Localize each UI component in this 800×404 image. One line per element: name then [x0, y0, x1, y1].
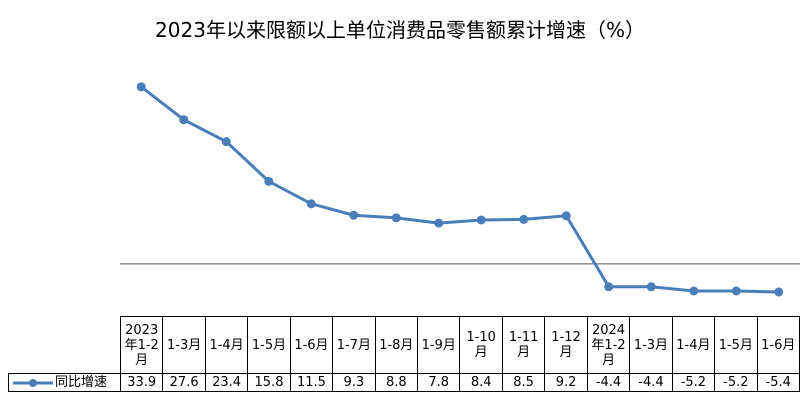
x-tick-label: 1-8月: [374, 316, 419, 374]
legend-marker: [29, 378, 37, 387]
x-tick-label: 1-3月: [629, 316, 673, 374]
x-tick-label: 2023年1-2月: [119, 316, 164, 374]
data-row: 同比增速 33.9 27.6 23.4 15.8 11.5 9.3 8.8 7.8 8.4 8.5 9…: [8, 373, 800, 392]
data-point: [561, 211, 571, 221]
data-label: -4.4: [629, 373, 673, 392]
data-point: [774, 287, 784, 297]
x-tick-label: 1-5月: [247, 316, 291, 374]
data-point: [476, 215, 486, 225]
data-point: [136, 82, 146, 92]
data-point: [349, 210, 359, 220]
data-point: [264, 176, 274, 186]
data-label: 8.5: [501, 373, 546, 392]
data-point: [604, 282, 614, 292]
data-point: [434, 218, 444, 228]
legend-label: 同比增速: [55, 375, 108, 390]
data-label: -5.4: [756, 373, 800, 392]
data-label: 9.2: [544, 373, 588, 392]
data-label: 8.8: [374, 373, 419, 392]
chart-title: 2023年以来限额以上单位消费品零售额累计增速（%）: [155, 18, 645, 42]
x-tick-label: 1-4月: [671, 316, 716, 374]
header-row: 2023年1-2月 1-3月 1-4月 1-5月 1-6月 1-7月 1-8月 1-9月 1-1…: [8, 316, 800, 374]
data-label: -4.4: [586, 373, 631, 392]
data-label: 11.5: [289, 373, 334, 392]
x-tick-label: 1-12月: [544, 316, 588, 374]
data-label: 9.3: [332, 373, 376, 392]
data-label: 27.6: [162, 373, 206, 392]
x-tick-label: 1-4月: [204, 316, 249, 374]
x-tick-label: 1-10月: [459, 316, 503, 374]
data-label: 23.4: [204, 373, 249, 392]
data-point: [689, 286, 699, 296]
x-tick-label: 1-9月: [417, 316, 461, 374]
x-tick-label: 1-5月: [714, 316, 758, 374]
data-label: 7.8: [417, 373, 461, 392]
x-tick-label: 1-3月: [162, 316, 206, 374]
x-tick-label: 1-6月: [756, 316, 800, 374]
data-label: -5.2: [671, 373, 716, 392]
x-tick-label: 1-6月: [289, 316, 334, 374]
data-label: 8.4: [459, 373, 503, 392]
data-point: [646, 282, 656, 292]
data-point: [731, 286, 741, 296]
data-label: 15.8: [247, 373, 291, 392]
data-point: [391, 213, 401, 223]
data-table: 2023年1-2月 1-3月 1-4月 1-5月 1-6月 1-7月 1-8月 1-9月 1-1…: [8, 316, 800, 392]
data-label: -5.2: [714, 373, 758, 392]
data-point: [179, 115, 189, 125]
legend-cell: 同比增速: [8, 373, 121, 392]
data-point: [306, 199, 316, 209]
x-tick-label: 1-7月: [332, 316, 376, 374]
data-point: [221, 137, 231, 147]
x-tick-label: 2024年1-2月: [586, 316, 631, 374]
data-label: 33.9: [119, 373, 164, 392]
data-point: [519, 214, 529, 224]
corner-cell: [8, 316, 121, 374]
x-tick-label: 1-11月: [501, 316, 546, 374]
series-line: [140, 85, 779, 294]
legend-symbol: [13, 378, 53, 387]
plot-area: [120, 82, 800, 297]
